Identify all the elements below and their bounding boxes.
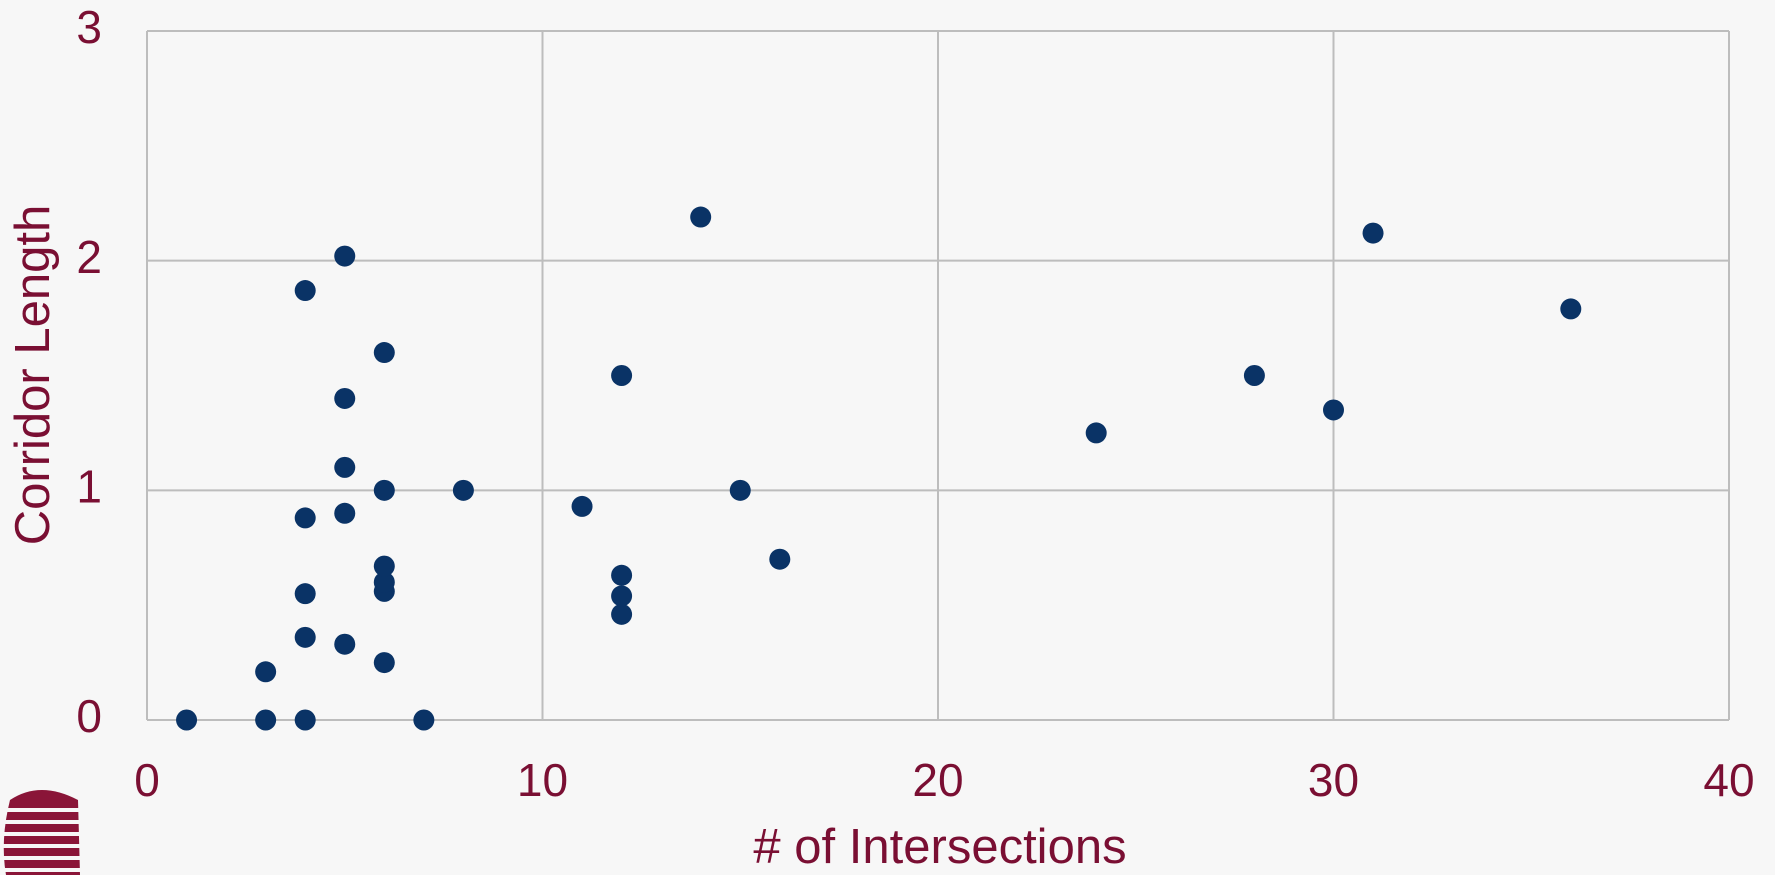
y-tick-label: 1 [76, 460, 102, 512]
y-axis-title: Corridor Length [6, 205, 60, 545]
point [294, 583, 316, 605]
point [1243, 365, 1265, 386]
point [373, 571, 395, 593]
point [571, 495, 593, 517]
point [294, 507, 316, 529]
point [729, 479, 751, 501]
x-tick-label: 40 [1703, 754, 1754, 806]
point [334, 633, 356, 655]
x-axis-title: # of Intersections [753, 820, 1126, 874]
point [373, 479, 395, 501]
point [334, 456, 356, 478]
point [294, 709, 316, 731]
point [334, 245, 356, 267]
point [294, 626, 316, 648]
point [769, 548, 791, 570]
x-tick-label: 10 [517, 754, 568, 806]
point [373, 652, 395, 674]
point [1085, 422, 1107, 444]
y-tick-label: 2 [76, 231, 102, 283]
point [611, 603, 633, 625]
point [334, 387, 356, 409]
point [611, 365, 633, 386]
point [452, 479, 474, 501]
x-tick-label: 30 [1308, 754, 1359, 806]
x-tick-label: 0 [134, 754, 160, 806]
logo [0, 790, 85, 875]
point [255, 709, 277, 731]
point [413, 709, 435, 731]
point [373, 555, 395, 577]
point [294, 280, 316, 302]
point [690, 206, 712, 228]
point [1362, 222, 1384, 244]
point [611, 585, 633, 607]
y-tick-label: 0 [76, 690, 102, 742]
point [1560, 298, 1582, 320]
point [1323, 399, 1344, 421]
point [334, 502, 356, 524]
point [373, 342, 395, 364]
point [255, 661, 277, 683]
y-tick-label: 3 [76, 1, 102, 53]
point [176, 709, 198, 731]
point [611, 564, 633, 586]
x-tick-label: 20 [912, 754, 963, 806]
